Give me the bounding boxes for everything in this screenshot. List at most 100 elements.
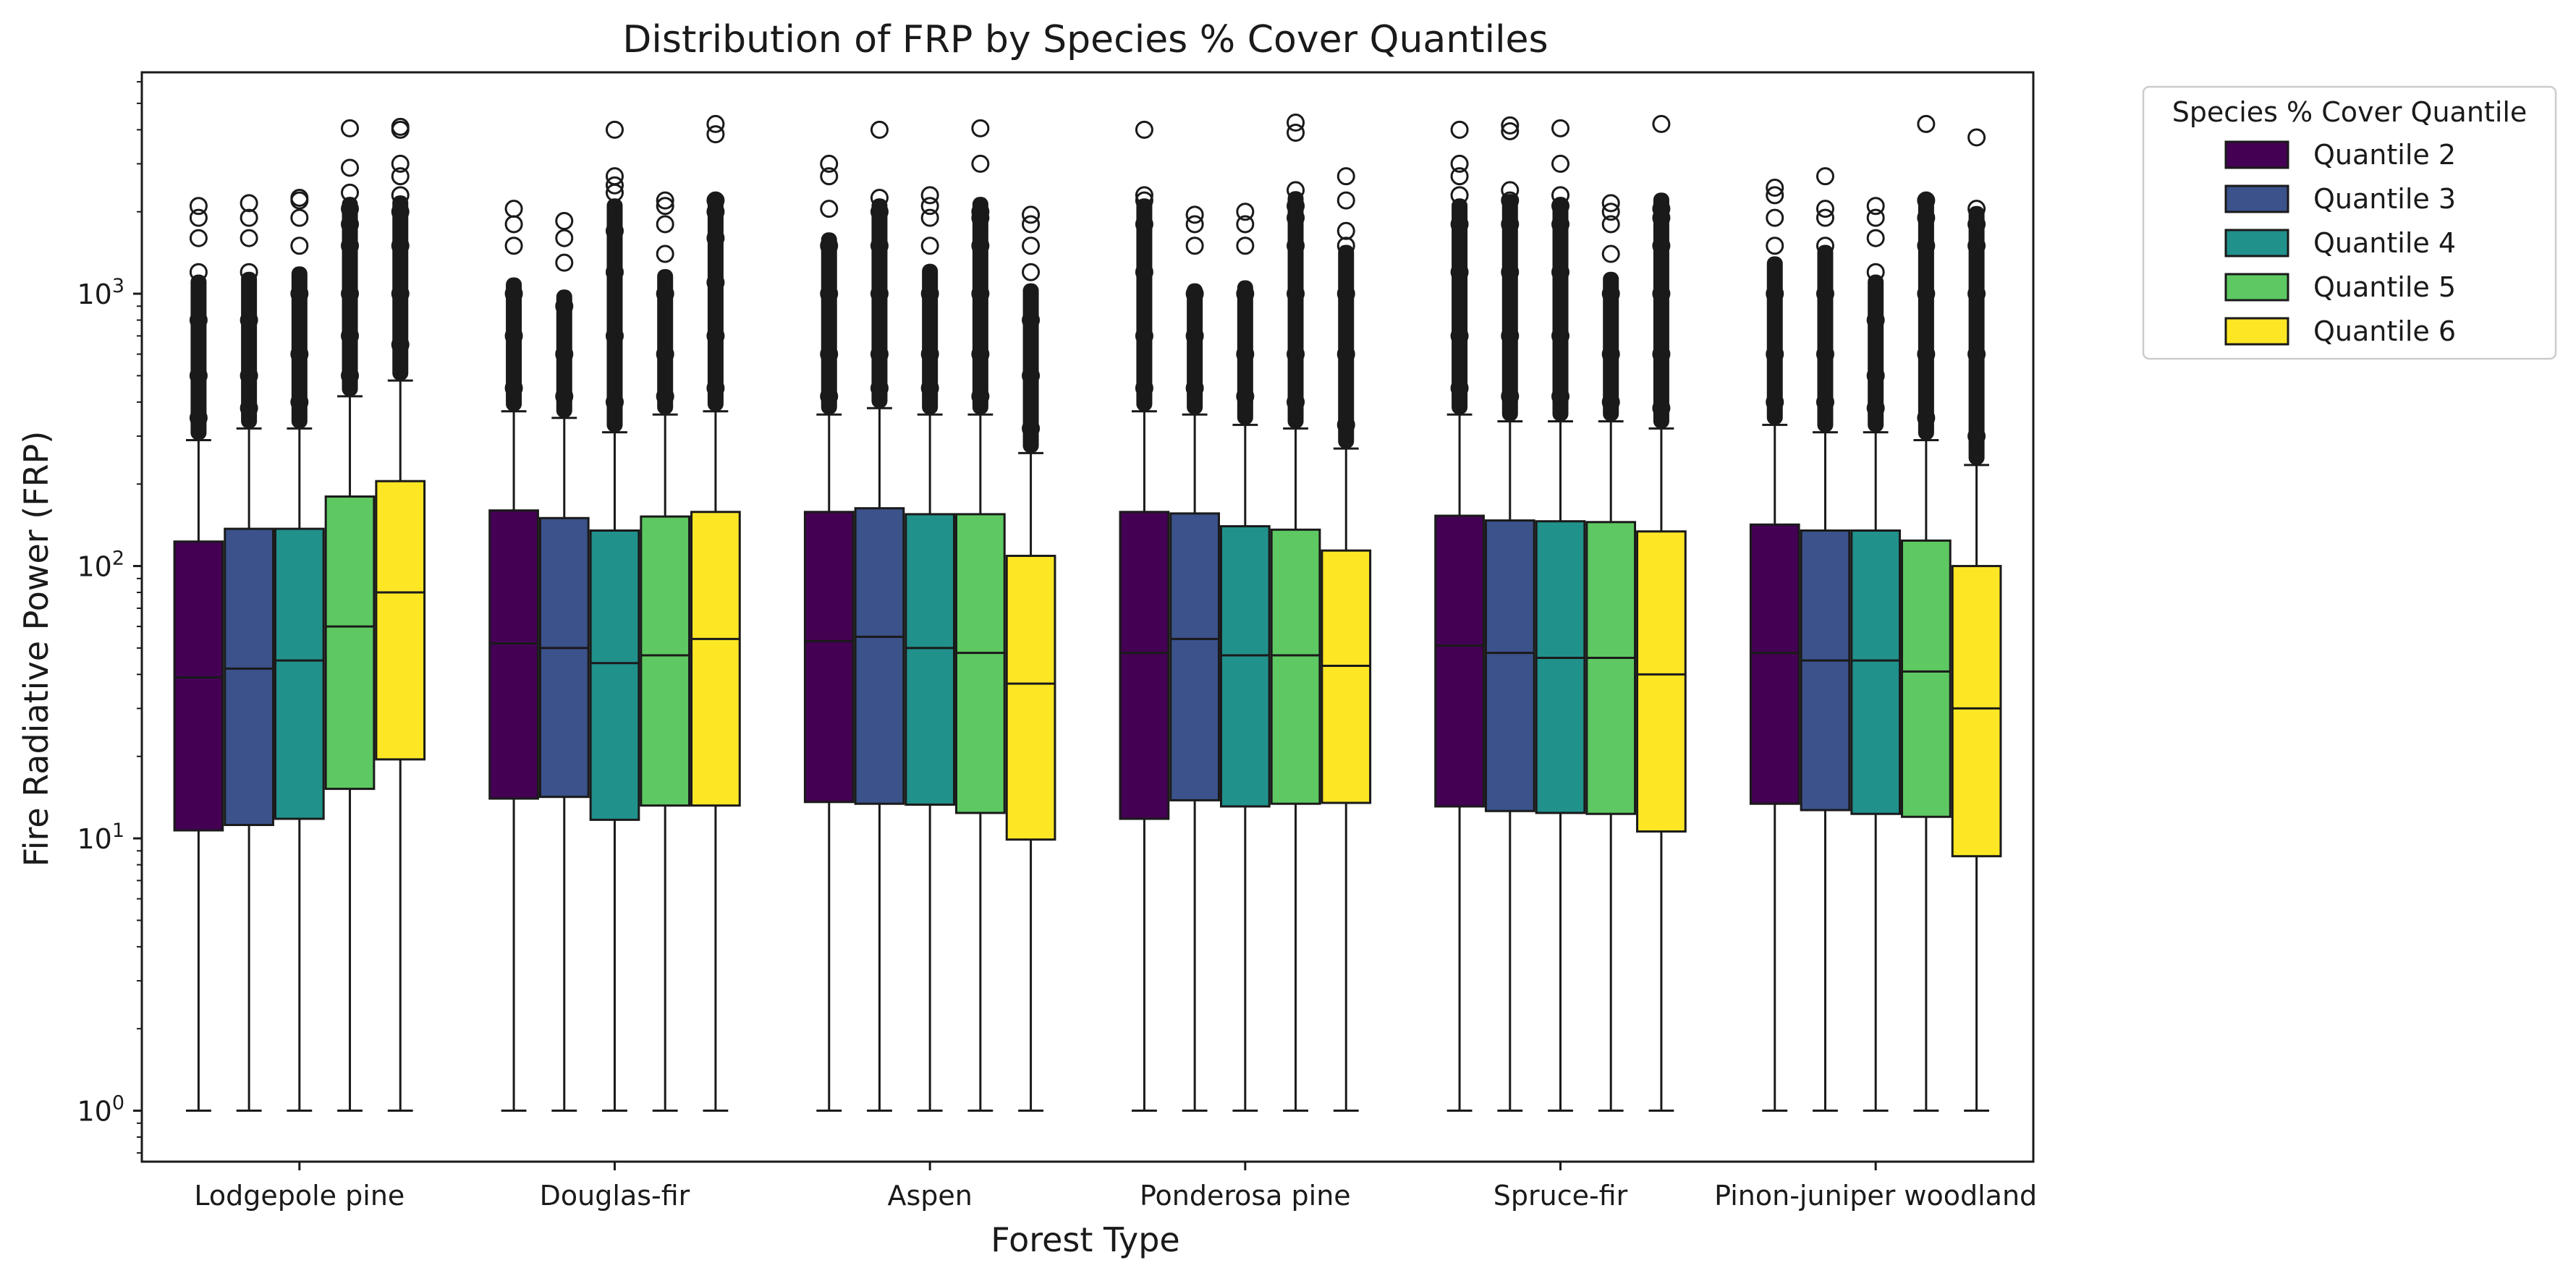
outlier-point: [504, 237, 523, 255]
outlier-point: [290, 191, 309, 210]
outlier-point: [1601, 284, 1620, 303]
outlier-point: [240, 311, 258, 330]
box-group: [904, 186, 956, 1112]
box: [1850, 529, 1902, 815]
legend-items: Quantile 2 Quantile 3 Quantile 4 Quantile 5…: [2224, 139, 2456, 347]
outlier-point: [1551, 154, 1569, 173]
outlier-point: [1551, 326, 1569, 345]
outlier-point: [870, 203, 889, 221]
box-group: [488, 200, 539, 1112]
outlier-point: [1652, 399, 1671, 417]
outlier-point: [656, 197, 674, 216]
outlier-point: [1450, 326, 1469, 345]
outlier-point: [391, 237, 410, 255]
outlier-point: [706, 273, 725, 291]
box: [1005, 554, 1056, 841]
box: [1484, 519, 1535, 812]
outlier-point: [1866, 399, 1885, 417]
outlier-point: [1022, 366, 1041, 385]
outlier-point: [1866, 311, 1885, 330]
box: [1270, 528, 1321, 805]
outlier-point: [1287, 124, 1305, 142]
box-group: [1434, 120, 1485, 1112]
outlier-point: [1766, 179, 1784, 197]
outlier-point: [1185, 326, 1204, 345]
outlier-point: [1135, 263, 1153, 281]
box: [173, 540, 224, 832]
outlier-point: [1917, 284, 1936, 303]
outlier-point: [555, 211, 574, 230]
outlier-point: [504, 379, 523, 398]
outlier-point: [656, 345, 674, 364]
outlier-point: [1336, 167, 1355, 186]
outlier-point: [820, 200, 839, 218]
box-group: [803, 154, 855, 1112]
outlier-point: [1816, 284, 1834, 303]
outlier-point: [1766, 186, 1784, 205]
outlier-point: [971, 208, 990, 227]
box: [1219, 525, 1271, 808]
outlier-point: [1866, 208, 1885, 227]
outlier-point: [1287, 393, 1305, 412]
outlier-point: [606, 393, 624, 412]
outlier-point: [240, 399, 258, 417]
outlier-point: [555, 345, 574, 364]
outlier-point: [1336, 191, 1355, 210]
outlier-point: [1551, 215, 1569, 234]
outlier-point: [1551, 387, 1569, 406]
legend-swatch: [2224, 140, 2289, 169]
outlier-band: [1136, 198, 1153, 412]
outlier-point: [1652, 284, 1671, 303]
outlier-point: [1236, 284, 1255, 303]
outlier-band: [1287, 191, 1304, 429]
outlier-band: [871, 198, 888, 409]
box-group: [1800, 167, 1851, 1112]
outlier-point: [1022, 215, 1041, 234]
box: [854, 507, 905, 805]
outlier-point: [1185, 237, 1204, 255]
outlier-band: [1552, 197, 1569, 422]
outlier-point: [971, 203, 990, 221]
box: [803, 511, 855, 804]
x-tick-label: Aspen: [887, 1180, 972, 1212]
outlier-point: [189, 311, 208, 330]
outlier-point: [1766, 393, 1784, 412]
box: [538, 516, 590, 799]
outlier-point: [706, 125, 725, 144]
outlier-point: [1287, 345, 1305, 364]
legend-label: Quantile 4: [2313, 227, 2456, 259]
outlier-point: [1450, 186, 1469, 205]
box: [1119, 511, 1170, 820]
y-tick-label: 101: [77, 820, 124, 855]
y-axis: 100 101 102 103: [77, 81, 142, 1154]
outlier-point: [1135, 326, 1153, 345]
outlier-point: [1766, 284, 1784, 303]
x-tick-label: Douglas-fir: [540, 1180, 690, 1212]
outlier-point: [1501, 263, 1520, 281]
box: [274, 527, 325, 820]
outlier-point: [1866, 263, 1885, 281]
outlier-band: [556, 289, 572, 418]
outlier-point: [1816, 345, 1834, 364]
outlier-point: [1601, 345, 1620, 364]
outlier-point: [341, 237, 360, 255]
box: [690, 511, 741, 807]
outlier-point: [1287, 208, 1305, 227]
outlier-point: [504, 200, 523, 218]
outlier-point: [504, 215, 523, 234]
legend: Species % Cover Quantile Quantile 2Quant…: [2142, 85, 2557, 360]
outlier-point: [1967, 215, 1986, 234]
outlier-point: [1450, 167, 1469, 186]
box-group: [538, 211, 590, 1112]
outlier-point: [1022, 419, 1041, 438]
box: [488, 509, 539, 800]
box-group: [854, 120, 905, 1112]
outlier-point: [189, 197, 208, 216]
outlier-point: [1135, 120, 1153, 139]
outlier-point: [706, 326, 725, 345]
outlier-point: [870, 188, 889, 207]
outlier-point: [341, 119, 360, 137]
outlier-point: [240, 263, 258, 281]
box: [375, 480, 426, 761]
outlier-point: [870, 237, 889, 255]
